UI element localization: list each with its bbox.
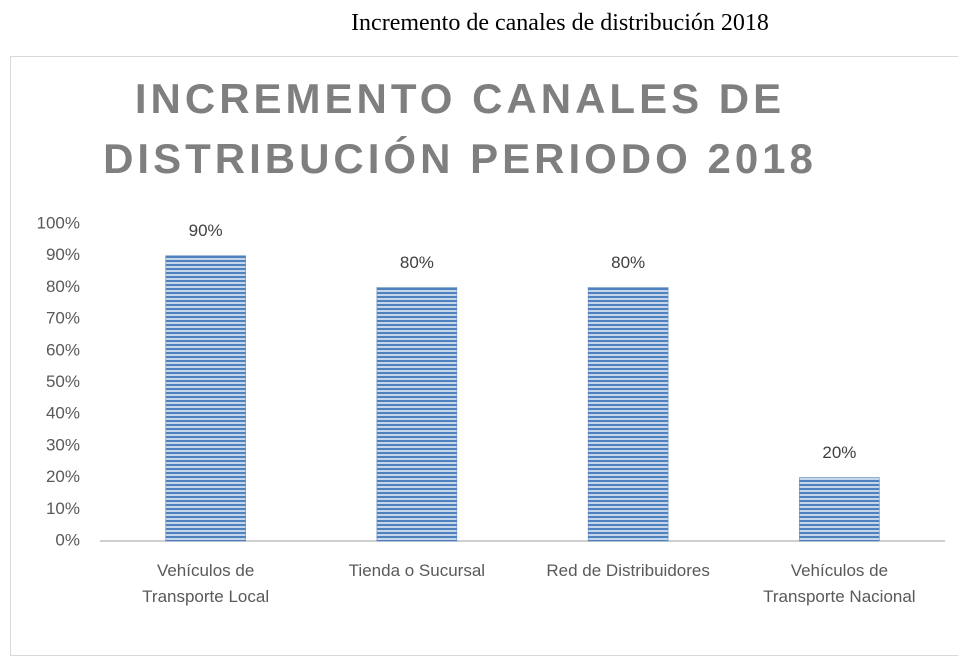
chart: INCREMENTO CANALES DE DISTRIBUCIÓN PERIO… bbox=[37, 75, 945, 549]
y-tick-label: 20% bbox=[46, 467, 80, 486]
chart-title: INCREMENTO CANALES DE bbox=[135, 75, 785, 122]
bar bbox=[799, 477, 880, 542]
data-label: 80% bbox=[611, 253, 645, 272]
y-tick-label: 0% bbox=[55, 530, 80, 549]
bar bbox=[376, 287, 458, 542]
y-tick-label: 10% bbox=[46, 499, 80, 518]
y-tick-label: 50% bbox=[46, 372, 80, 391]
y-tick-label: 90% bbox=[46, 245, 80, 264]
y-tick-label: 70% bbox=[46, 309, 80, 328]
y-tick-label: 100% bbox=[37, 213, 80, 232]
x-tick-label: Vehículos de Transporte Nacional bbox=[763, 561, 916, 606]
x-tick-label: Vehículos de Transporte Local bbox=[142, 561, 270, 606]
chart-title: DISTRIBUCIÓN PERIODO 2018 bbox=[103, 134, 817, 182]
x-tick-label: Red de Distribuidores bbox=[546, 561, 710, 580]
y-tick-label: 30% bbox=[46, 435, 80, 454]
data-label: 80% bbox=[400, 253, 434, 272]
bar bbox=[587, 287, 669, 542]
y-tick-label: 80% bbox=[46, 277, 80, 296]
page: Incremento de canales de distribución 20… bbox=[10, 10, 958, 656]
bar bbox=[165, 255, 246, 542]
y-tick-label: 40% bbox=[46, 404, 80, 423]
data-label: 20% bbox=[822, 443, 856, 462]
caption: Incremento de canales de distribución 20… bbox=[351, 10, 769, 36]
x-tick-label: Tienda o Sucursal bbox=[348, 561, 486, 580]
y-tick-label: 60% bbox=[46, 340, 80, 359]
data-label: 90% bbox=[189, 221, 223, 240]
